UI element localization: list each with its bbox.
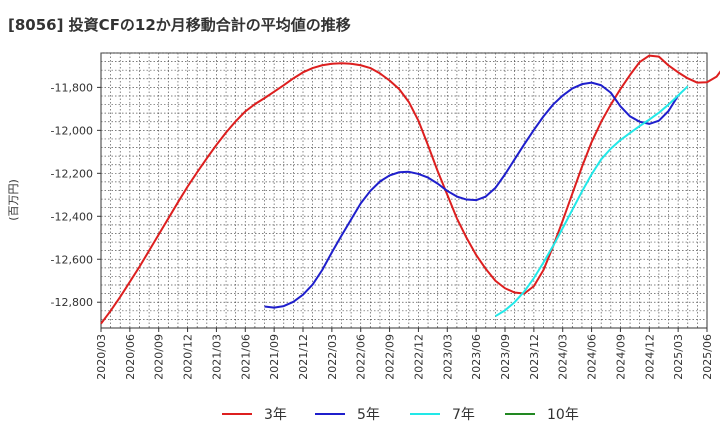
x-tick-label: 2020/06	[124, 334, 137, 380]
chart-title: [8056] 投資CFの12か月移動合計の平均値の推移	[8, 16, 351, 34]
x-tick-label: 2021/12	[297, 334, 310, 380]
x-tick-label: 2021/06	[239, 334, 252, 380]
x-tick-label: 2025/06	[701, 334, 714, 380]
x-tick-label: 2023/09	[499, 334, 512, 380]
legend-label-2: 7年	[452, 407, 475, 423]
x-tick-label: 2020/12	[182, 334, 195, 380]
x-tick-label: 2023/03	[441, 334, 454, 380]
x-tick-label: 2021/09	[268, 334, 281, 380]
x-tick-label: 2022/12	[412, 334, 425, 380]
x-tick-label: 2024/06	[586, 334, 599, 380]
legend-label-1: 5年	[357, 407, 380, 423]
legend-label-0: 3年	[264, 407, 287, 423]
x-tick-label: 2023/06	[470, 334, 483, 380]
y-tick-label: -12,400	[51, 210, 93, 223]
series-line-1	[264, 81, 679, 309]
y-tick-label: -12,200	[51, 167, 93, 180]
x-tick-label: 2021/03	[210, 334, 223, 380]
axis-tick-labels: -11,800 -12,000 -12,200 -12,400 -12,600 -12,8…	[51, 81, 714, 379]
y-tick-label: -12,800	[51, 296, 93, 309]
x-tick-label: 2023/12	[528, 334, 541, 380]
x-tick-label: 2020/03	[95, 334, 108, 380]
y-tick-label: -12,000	[51, 124, 93, 137]
y-tick-label: -12,600	[51, 253, 93, 266]
series-line-2	[494, 85, 689, 318]
x-tick-label: 2024/12	[643, 334, 656, 380]
legend-label-3: 10年	[547, 407, 579, 423]
x-tick-label: 2024/09	[614, 334, 627, 380]
series-line-0	[100, 54, 720, 325]
series-lines	[100, 54, 720, 325]
legend: 3年 5年 7年 10年	[222, 407, 579, 423]
x-tick-label: 2022/03	[326, 334, 339, 380]
y-tick-label: -11,800	[51, 81, 93, 94]
x-tick-label: 2022/09	[384, 334, 397, 380]
x-tick-label: 2024/03	[557, 334, 570, 380]
y-axis-label: (百万円)	[7, 179, 20, 221]
x-tick-label: 2020/09	[153, 334, 166, 380]
x-tick-label: 2022/06	[355, 334, 368, 380]
x-tick-label: 2025/03	[672, 334, 685, 380]
